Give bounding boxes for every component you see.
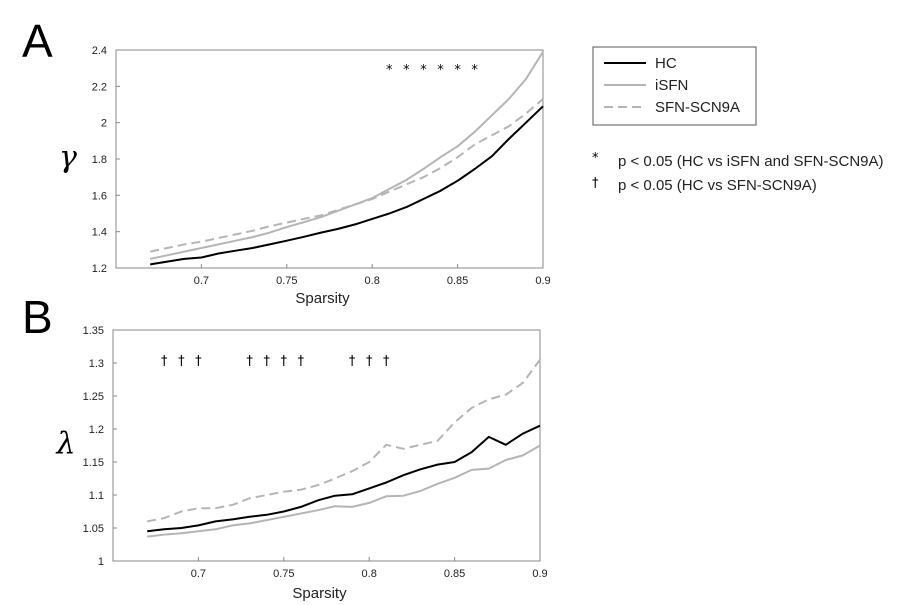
y-tick-label-b-3: 1.15	[83, 457, 104, 469]
significance-marker-b-2: †	[195, 354, 202, 369]
series-line-b-isfn	[147, 444, 541, 538]
y-tick-label-a-1: 1.4	[92, 227, 107, 239]
significance-marker-a-5: *	[471, 63, 478, 78]
y-tick-label-b-2: 1.1	[89, 490, 104, 502]
legend: HC iSFN SFN-SCN9A	[592, 46, 757, 126]
significance-marker-b-1: †	[178, 354, 185, 369]
x-axis-label-b: Sparsity	[292, 585, 347, 602]
y-axis-label-b: λ	[55, 427, 75, 462]
x-tick-label-a-0: 0.7	[194, 275, 209, 287]
x-tick-label-a-2: 0.8	[365, 275, 380, 287]
note-text-asterisk: p < 0.05 (HC vs iSFN and SFN-SCN9A)	[618, 153, 884, 170]
y-tick-label-a-3: 1.8	[92, 154, 107, 166]
x-axis-label-a: Sparsity	[295, 290, 350, 307]
y-axis-label-a: γ	[59, 140, 77, 175]
series-line-a-sfn-scn9a	[149, 98, 544, 253]
note-symbol-dagger: †	[592, 176, 599, 191]
significance-marker-b-7: †	[349, 354, 356, 369]
chart-b-layer: 0.7 0.75 0.8 0.85 0.9 1 1.05 1.1 1.15 1.2 1.25 1.3 1…	[55, 325, 547, 602]
panel-label-a: A	[22, 15, 53, 67]
significance-marker-b-3: †	[246, 354, 253, 369]
x-tick-label-b-1: 0.75	[273, 568, 294, 580]
series-line-b-hc	[147, 424, 541, 533]
significance-marker-b-9: †	[383, 354, 390, 369]
significance-marker-b-6: †	[298, 354, 305, 369]
y-tick-label-a-2: 1.6	[92, 190, 107, 202]
significance-marker-b-0: †	[161, 354, 168, 369]
note-text-dagger: p < 0.05 (HC vs SFN-SCN9A)	[618, 177, 817, 194]
notes: * p < 0.05 (HC vs iSFN and SFN-SCN9A) † …	[592, 151, 884, 194]
legend-label-isfn: iSFN	[655, 77, 688, 94]
x-tick-label-b-4: 0.9	[532, 568, 547, 580]
note-symbol-asterisk: *	[592, 151, 599, 166]
panel-label-b: B	[22, 291, 53, 343]
y-tick-label-a-4: 2	[101, 118, 107, 130]
y-tick-label-a-0: 1.2	[92, 263, 107, 275]
plot-frame-a	[115, 49, 544, 269]
y-tick-label-b-6: 1.3	[89, 358, 104, 370]
significance-marker-b-4: †	[263, 354, 270, 369]
x-tick-label-a-4: 0.9	[535, 275, 550, 287]
y-tick-label-a-6: 2.4	[92, 45, 107, 57]
x-tick-label-b-3: 0.85	[444, 568, 465, 580]
legend-label-hc: HC	[655, 55, 677, 72]
y-tick-label-b-0: 1	[98, 556, 104, 568]
significance-marker-a-1: *	[403, 63, 410, 78]
series-line-b-sfn-scn9a	[147, 359, 541, 523]
significance-marker-b-8: †	[366, 354, 373, 369]
significance-marker-a-0: *	[386, 63, 393, 78]
y-tick-label-a-5: 2.2	[92, 81, 107, 93]
y-tick-label-b-7: 1.35	[83, 325, 104, 337]
x-tick-label-a-3: 0.85	[447, 275, 468, 287]
significance-marker-a-3: *	[437, 63, 444, 78]
series-line-a-hc	[150, 105, 544, 266]
x-tick-label-b-0: 0.7	[191, 568, 206, 580]
series-line-a-isfn	[149, 51, 544, 260]
significance-marker-b-5: †	[281, 354, 288, 369]
y-tick-label-b-4: 1.2	[89, 424, 104, 436]
x-tick-label-a-1: 0.75	[276, 275, 297, 287]
y-tick-label-b-5: 1.25	[83, 391, 104, 403]
significance-marker-a-4: *	[454, 63, 461, 78]
chart-a-layer: 0.7 0.75 0.8 0.85 0.9 1.2 1.4 1.6 1.8 2 2.2 2.4 Spar…	[59, 45, 551, 307]
x-tick-label-b-2: 0.8	[362, 568, 377, 580]
significance-marker-a-2: *	[420, 63, 427, 78]
y-tick-label-b-1: 1.05	[83, 523, 104, 535]
legend-label-sfn-scn9a: SFN-SCN9A	[655, 99, 740, 116]
plot-frame-b	[112, 329, 541, 562]
